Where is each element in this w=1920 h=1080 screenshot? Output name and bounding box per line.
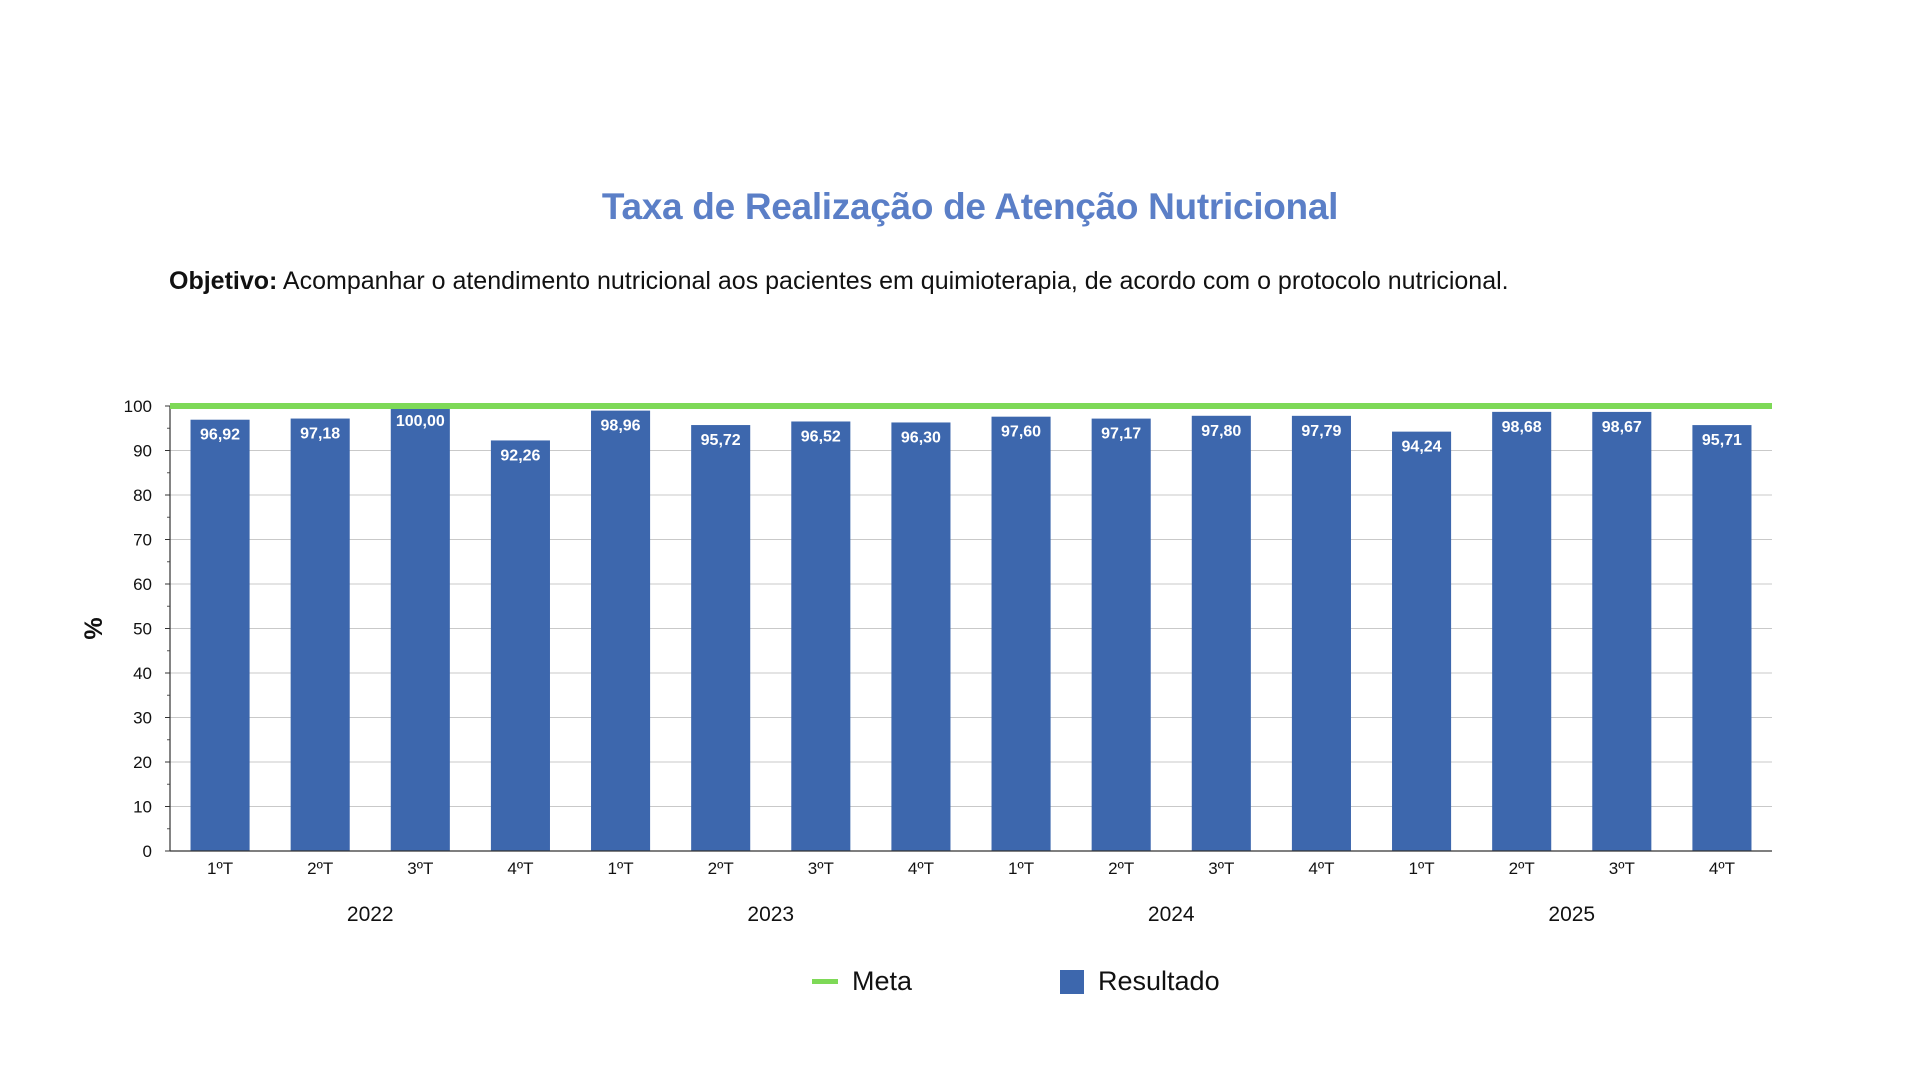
x-group-label: 2022	[347, 903, 394, 926]
x-tick-label: 4ºT	[908, 859, 934, 878]
bar	[1191, 415, 1251, 851]
bar-data-label: 94,24	[1402, 439, 1442, 456]
x-tick-label: 3ºT	[808, 859, 834, 878]
x-tick-label: 1ºT	[608, 859, 634, 878]
legend-item-resultado: Resultado	[1060, 966, 1220, 997]
legend-swatch-meta	[812, 979, 838, 984]
x-tick-label: 1ºT	[1409, 859, 1435, 878]
y-tick-label: 10	[133, 798, 152, 817]
bar	[190, 419, 250, 851]
legend-label-meta: Meta	[852, 966, 913, 996]
bar-data-label: 95,71	[1702, 432, 1742, 449]
bar-data-label: 97,80	[1201, 423, 1241, 440]
bar	[691, 425, 751, 851]
bar-data-label: 95,72	[701, 432, 741, 449]
bar-data-label: 98,68	[1502, 419, 1542, 436]
legend-label-resultado: Resultado	[1098, 966, 1220, 996]
objective-description: Acompanhar o atendimento nutricional aos…	[277, 267, 1509, 295]
bar	[991, 416, 1051, 851]
x-tick-label: 3ºT	[1609, 859, 1635, 878]
bar-data-label: 96,30	[901, 429, 941, 446]
y-tick-label: 40	[133, 664, 152, 683]
bar	[891, 422, 951, 851]
x-group-label: 2023	[747, 903, 794, 926]
x-tick-label: 2ºT	[1509, 859, 1535, 878]
x-tick-label: 1ºT	[207, 859, 233, 878]
bar-data-label: 92,26	[500, 447, 540, 464]
bar-data-label: 96,92	[200, 427, 240, 444]
x-tick-label: 4ºT	[1308, 859, 1334, 878]
x-tick-label: 3ºT	[1208, 859, 1234, 878]
y-tick-label: 30	[133, 709, 152, 728]
x-tick-label: 2ºT	[1108, 859, 1134, 878]
y-axis-label: %	[80, 617, 108, 639]
y-tick-label: 70	[133, 531, 152, 550]
bar	[791, 421, 851, 851]
bar-data-label: 97,17	[1101, 426, 1141, 443]
bar	[1692, 425, 1752, 851]
bar	[1492, 411, 1552, 851]
bar	[1592, 411, 1652, 851]
bar-data-label: 96,52	[801, 428, 841, 445]
bar	[1291, 415, 1351, 851]
bar	[390, 406, 450, 851]
chart-legend: Meta Resultado	[0, 966, 1920, 1006]
y-tick-label: 80	[133, 486, 152, 505]
bar-data-label: 100,00	[396, 413, 445, 430]
bar-data-label: 97,60	[1001, 424, 1041, 441]
bar-data-label: 98,67	[1602, 419, 1642, 436]
bar-data-label: 98,96	[601, 418, 641, 435]
bar-data-label: 97,79	[1301, 423, 1341, 440]
y-tick-label: 20	[133, 753, 152, 772]
legend-swatch-resultado	[1060, 969, 1084, 994]
x-group-label: 2024	[1148, 903, 1195, 926]
x-tick-label: 3ºT	[407, 859, 433, 878]
bar	[1392, 431, 1452, 851]
objective-text: Objetivo: Acompanhar o atendimento nutri…	[169, 267, 1509, 296]
bar	[490, 440, 550, 851]
x-tick-label: 4ºT	[1709, 859, 1735, 878]
x-group-label: 2025	[1548, 903, 1595, 926]
bar	[1091, 418, 1151, 851]
y-tick-label: 50	[133, 620, 152, 639]
y-tick-label: 60	[133, 575, 152, 594]
x-tick-label: 2ºT	[307, 859, 333, 878]
objective-label: Objetivo:	[169, 267, 278, 295]
x-tick-label: 4ºT	[507, 859, 533, 878]
bar	[591, 410, 651, 851]
legend-item-meta: Meta	[812, 966, 912, 997]
bar-data-label: 97,18	[300, 426, 340, 443]
y-tick-label: 0	[143, 842, 152, 861]
bar	[290, 418, 350, 851]
chart-title: Taxa de Realização de Atenção Nutriciona…	[601, 186, 1339, 227]
y-tick-label: 90	[133, 442, 152, 461]
x-tick-label: 1ºT	[1008, 859, 1034, 878]
y-tick-label: 100	[124, 397, 152, 416]
x-tick-label: 2ºT	[708, 859, 734, 878]
